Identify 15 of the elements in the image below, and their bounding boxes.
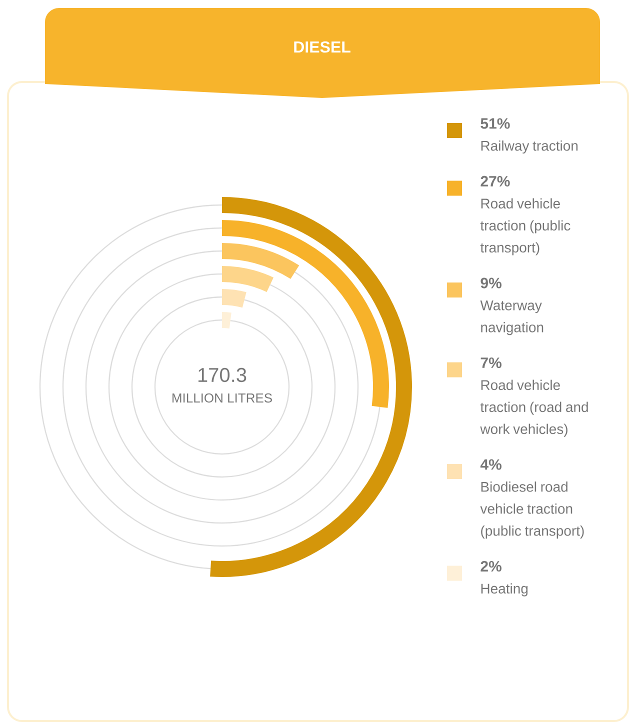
text: MILLION LITRES xyxy=(172,393,272,403)
data-label: 9% xyxy=(480,278,502,288)
data-label: 51% xyxy=(480,118,510,129)
category-label: Waterway navigation xyxy=(480,300,544,336)
category-label: Biodiesel road vehicle traction (public transport) xyxy=(480,482,584,539)
data-label: 4% xyxy=(480,459,502,470)
category-label: Road vehicle traction (public transport) xyxy=(480,198,570,256)
data-label: 27% xyxy=(480,176,510,187)
category-label: Heating xyxy=(481,583,528,596)
text: 170.3 xyxy=(198,368,246,382)
data-label: 7% xyxy=(480,358,502,368)
category-label: Railway traction xyxy=(481,140,578,154)
data-label: 2% xyxy=(480,560,502,572)
text: DIESEL xyxy=(294,41,350,53)
category-label: Road vehicle traction (road and work vehicles) xyxy=(480,380,588,437)
